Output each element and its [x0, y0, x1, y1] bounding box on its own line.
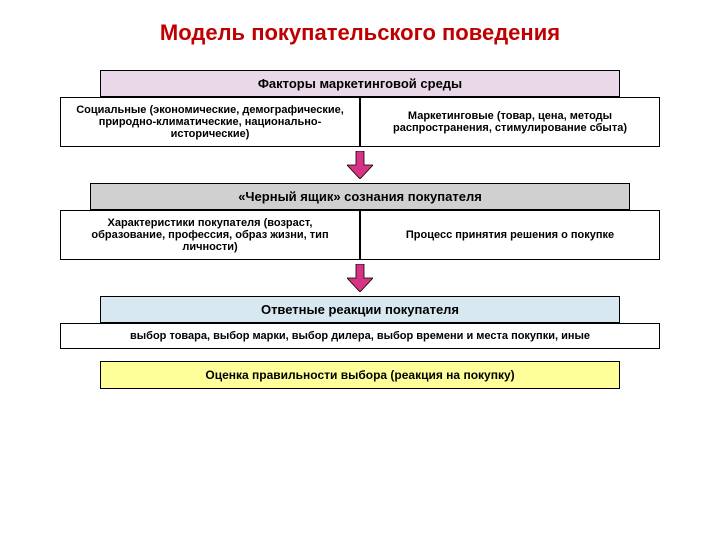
section3-header: Ответные реакции покупателя [100, 296, 620, 323]
section1-row: Социальные (экономические, демографическ… [60, 97, 660, 147]
section2-header: «Черный ящик» сознания покупателя [90, 183, 630, 210]
final-box: Оценка правильности выбора (реакция на п… [100, 361, 620, 389]
arrow-2 [50, 264, 670, 292]
section2-row: Характеристики покупателя (возраст, обра… [60, 210, 660, 260]
section2-right-cell: Процесс принятия решения о покупке [360, 210, 660, 260]
arrow-1 [50, 151, 670, 179]
section3-body: выбор товара, выбор марки, выбор дилера,… [60, 323, 660, 349]
section1-header: Факторы маркетинговой среды [100, 70, 620, 97]
section1-right-cell: Маркетинговые (товар, цена, методы распр… [360, 97, 660, 147]
diagram-title: Модель покупательского поведения [50, 20, 670, 46]
arrow-down-icon [347, 151, 373, 179]
section1-left-cell: Социальные (экономические, демографическ… [60, 97, 360, 147]
section2-left-cell: Характеристики покупателя (возраст, обра… [60, 210, 360, 260]
arrow-down-icon [347, 264, 373, 292]
